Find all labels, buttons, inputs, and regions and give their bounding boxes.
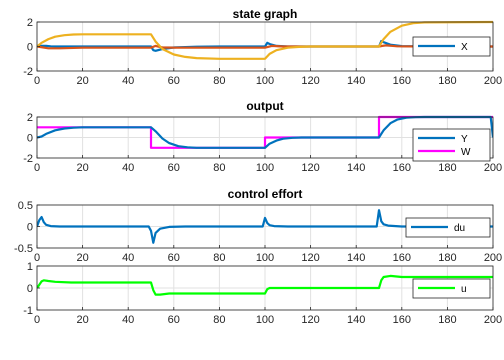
output-x-tick-label: 120 bbox=[301, 162, 319, 174]
state-graph-series-line-x bbox=[37, 39, 493, 52]
output-x-tick-label: 20 bbox=[76, 162, 88, 174]
control-signal-x-tick-label: 0 bbox=[34, 314, 40, 326]
output-title: output bbox=[246, 99, 283, 113]
control-effort-panel: 0 20 40 60 80 100 120 140 160 180 200-0.500.5contr… bbox=[14, 187, 502, 264]
state-graph-title: state graph bbox=[233, 7, 298, 21]
control-signal-x-tick-label: 80 bbox=[213, 314, 225, 326]
state-graph-x-tick-label: 180 bbox=[438, 75, 456, 87]
control-effort-y-tick-label: -0.5 bbox=[14, 243, 33, 255]
output-legend: YW bbox=[412, 128, 491, 162]
control-effort-legend: du bbox=[405, 217, 491, 238]
control-effort-x-tick-label: 120 bbox=[301, 252, 319, 264]
state-graph-x-tick-label: 120 bbox=[301, 75, 319, 87]
output-y-tick-label: -2 bbox=[23, 153, 33, 165]
state-graph-x-tick-label: 140 bbox=[347, 75, 365, 87]
output-series-line-w bbox=[37, 115, 493, 149]
output-y-tick-label: 0 bbox=[27, 133, 33, 145]
control-signal-x-tick-label: 60 bbox=[168, 314, 180, 326]
control-signal-y-tick-label: 1 bbox=[27, 261, 33, 273]
control-effort-x-tick-label: 60 bbox=[168, 252, 180, 264]
control-signal-x-tick-label: 200 bbox=[484, 314, 502, 326]
control-effort-x-tick-label: 160 bbox=[393, 252, 411, 264]
control-signal-legend-label: u bbox=[461, 284, 467, 295]
control-effort-x-tick-label: 0 bbox=[34, 252, 40, 264]
control-effort-series-line-du bbox=[37, 209, 493, 244]
control-signal-x-tick-label: 160 bbox=[393, 314, 411, 326]
output-x-tick-label: 140 bbox=[347, 162, 365, 174]
control-signal-y-tick-label: -1 bbox=[23, 305, 33, 317]
control-effort-x-tick-label: 200 bbox=[484, 252, 502, 264]
output-x-tick-label: 80 bbox=[213, 162, 225, 174]
control-signal-legend: u bbox=[412, 278, 491, 299]
output-series-line-y bbox=[37, 115, 493, 149]
output-x-tick-label: 180 bbox=[438, 162, 456, 174]
output-x-tick-label: 60 bbox=[168, 162, 180, 174]
output-legend-label: Y bbox=[461, 134, 468, 145]
state-graph-x-tick-label: 20 bbox=[76, 75, 88, 87]
output-y-tick-label: 2 bbox=[27, 112, 33, 124]
control-signal-x-tick-label: 20 bbox=[76, 314, 88, 326]
control-signal-x-tick-label: 140 bbox=[347, 314, 365, 326]
state-graph-y-tick-label: 0 bbox=[27, 42, 33, 54]
state-graph-y-tick-label: 2 bbox=[27, 17, 33, 29]
output-legend-box bbox=[412, 128, 491, 162]
output-x-tick-label: 160 bbox=[393, 162, 411, 174]
state-graph-series-line-2 bbox=[37, 20, 493, 60]
control-effort-x-tick-label: 140 bbox=[347, 252, 365, 264]
state-graph-y-tick-label: -2 bbox=[23, 66, 33, 78]
control-effort-y-tick-label: 0.5 bbox=[18, 200, 33, 212]
control-effort-y-tick-label: 0 bbox=[27, 222, 33, 234]
control-signal-x-tick-label: 180 bbox=[438, 314, 456, 326]
state-graph-x-tick-label: 80 bbox=[213, 75, 225, 87]
control-signal-x-tick-label: 40 bbox=[122, 314, 134, 326]
state-graph-x-tick-label: 0 bbox=[34, 75, 40, 87]
state-graph-x-tick-label: 100 bbox=[256, 75, 274, 87]
state-graph-x-tick-label: 40 bbox=[122, 75, 134, 87]
control-effort-title: control effort bbox=[228, 187, 303, 201]
control-effort-x-tick-label: 180 bbox=[438, 252, 456, 264]
state-graph-x-tick-label: 160 bbox=[393, 75, 411, 87]
state-graph-x-tick-label: 200 bbox=[484, 75, 502, 87]
output-x-tick-label: 0 bbox=[34, 162, 40, 174]
state-graph-x-tick-label: 60 bbox=[168, 75, 180, 87]
control-effort-x-tick-label: 20 bbox=[76, 252, 88, 264]
output-x-tick-label: 100 bbox=[256, 162, 274, 174]
control-signal-series-line-u bbox=[37, 274, 493, 296]
control-effort-x-tick-label: 100 bbox=[256, 252, 274, 264]
output-x-tick-label: 200 bbox=[484, 162, 502, 174]
state-graph-legend: X bbox=[412, 36, 491, 57]
control-effort-x-tick-label: 40 bbox=[122, 252, 134, 264]
control-signal-y-tick-label: 0 bbox=[27, 283, 33, 295]
control-effort-x-tick-label: 80 bbox=[213, 252, 225, 264]
control-signal-x-tick-label: 120 bbox=[301, 314, 319, 326]
state-graph-legend-label: X bbox=[461, 42, 468, 53]
state-graph-series-line-1 bbox=[37, 44, 493, 50]
control-signal-x-tick-label: 100 bbox=[256, 314, 274, 326]
control-effort-legend-label: du bbox=[454, 223, 465, 234]
output-legend-label: W bbox=[461, 147, 471, 158]
output-x-tick-label: 40 bbox=[122, 162, 134, 174]
